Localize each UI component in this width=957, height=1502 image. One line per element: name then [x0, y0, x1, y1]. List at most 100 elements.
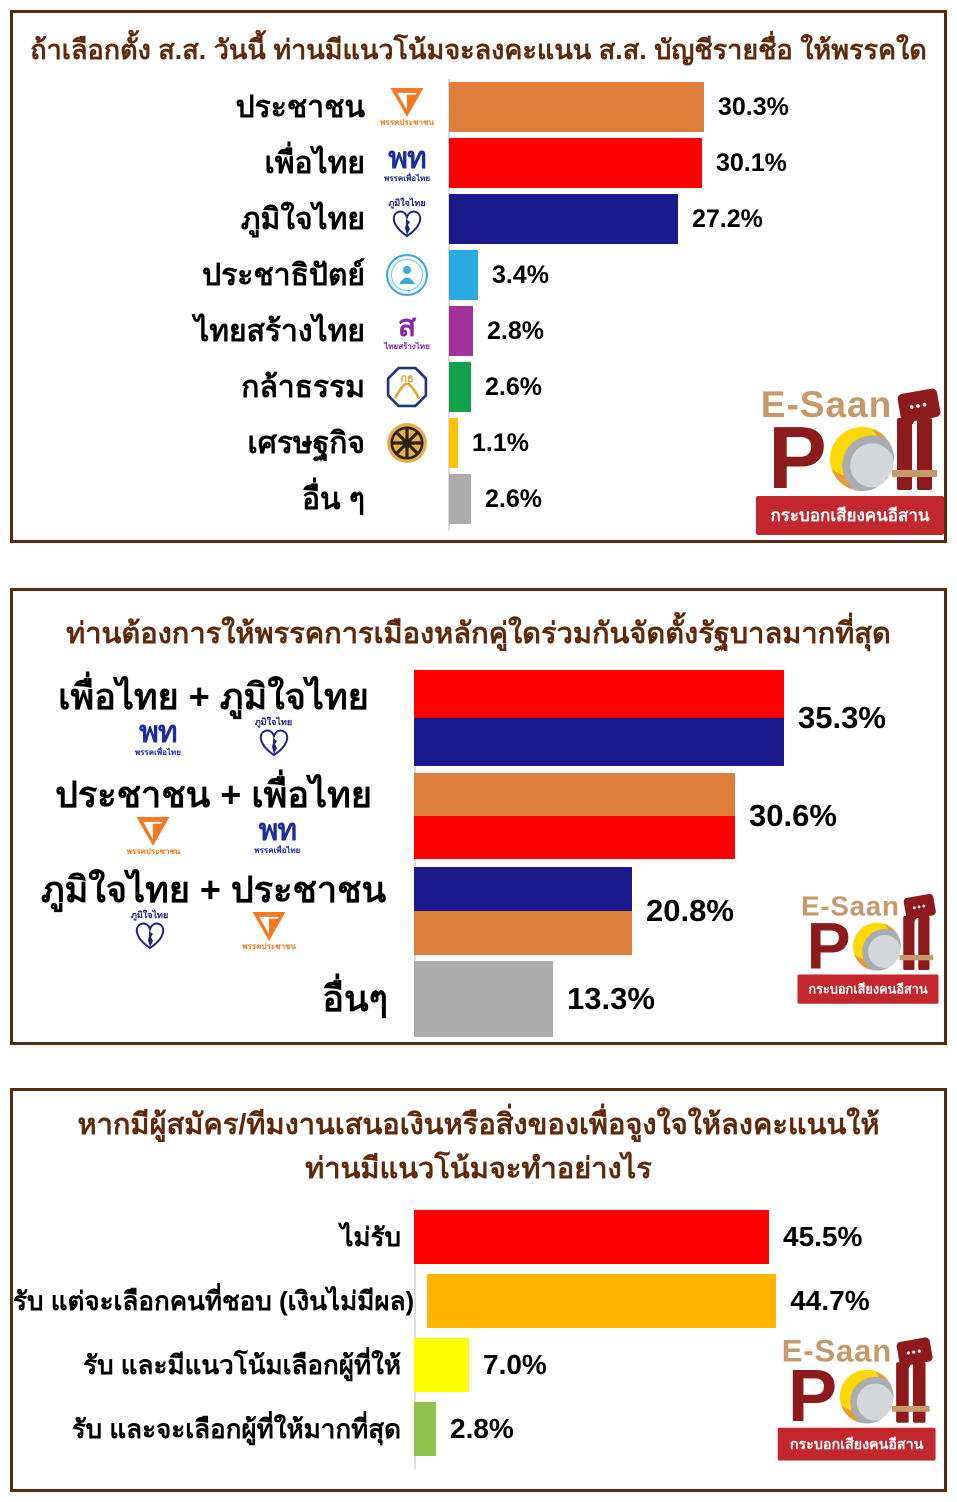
bar	[449, 82, 704, 132]
globe-icon	[829, 427, 894, 491]
value-label: 20.8%	[646, 893, 734, 928]
value-label: 44.7%	[790, 1285, 870, 1316]
bar	[414, 961, 553, 1037]
brand-letters-ll	[891, 418, 937, 490]
bhumjaithai-party-logo-icon: ภูมิใจไทย	[131, 910, 168, 951]
panel3-title-line1: หากมีผู้สมัคร/ทีมงานเสนอเงินหรือสิ่งของเ…	[77, 1109, 880, 1141]
bhumjaithai-party-logo-icon: ภูมิใจไทย	[255, 717, 292, 758]
option-label: อื่น ๆ	[302, 482, 365, 516]
brand-letters-ll	[899, 916, 934, 970]
value-label: 2.8%	[450, 1413, 514, 1444]
globe-icon	[852, 922, 901, 971]
bar-row: กล้าธรรม กธ 2.6%	[13, 359, 944, 415]
bar-row: รับ และจะเลือกผู้ที่ให้มากที่สุด 2.8%	[13, 1397, 944, 1461]
option-label: ประชาชน	[235, 90, 365, 124]
axis-baseline	[448, 79, 450, 531]
bar-row: ประชาชน พรรคประชาชน 30.3%	[13, 79, 944, 135]
bar	[427, 1274, 777, 1328]
globe-icon	[839, 1369, 894, 1424]
klatham-party-logo-icon: กธ	[386, 366, 428, 408]
option-label: ประชาธิปัตย์	[202, 258, 365, 292]
poll-panel-party-list-vote: ถ้าเลือกตั้ง ส.ส. วันนี้ ท่านมีแนวโน้มจะ…	[10, 10, 947, 543]
brand-tagline: กระบอกเสียงคนอีสาน	[777, 1427, 936, 1461]
option-label: ประชาชน + เพื่อไทย	[55, 774, 372, 816]
value-label: 35.3%	[798, 700, 886, 735]
bar-row: อื่น ๆ 2.6%	[13, 471, 944, 527]
brand-name: E-Saan	[760, 384, 893, 425]
option-label: เพื่อไทย	[264, 146, 366, 180]
setthakij-party-logo-icon	[386, 422, 428, 464]
panel1-bar-rows: ประชาชน พรรคประชาชน 30.3% เพื่อไทย พท พรรคเพื…	[13, 79, 944, 527]
pheuthai-party-logo-icon: พท พรรคเพื่อไทย	[383, 141, 430, 183]
esaan-poll-logo: E-Saan ••• P กระบอกเสียงคนอีสาน	[796, 889, 940, 1006]
value-label: 2.6%	[485, 372, 542, 401]
panel2-title: ท่านต้องการให้พรรคการเมืองหลักคู่ใดร่วมก…	[66, 618, 891, 650]
poll-panel-vote-buying: หากมีผู้สมัคร/ทีมงานเสนอเงินหรือสิ่งของเ…	[10, 1088, 947, 1492]
value-label: 30.3%	[718, 92, 789, 121]
bar-row: ภูมิใจไทย + ประชาชน ภูมิใจไทย พรรคประชาชน 2…	[13, 863, 944, 959]
esaan-poll-logo: E-Saan ••• P กระบอกเสียงคนอีสาน	[754, 382, 944, 537]
value-label: 45.5%	[783, 1221, 863, 1252]
panel3-title: หากมีผู้สมัคร/ทีมงานเสนอเงินหรือสิ่งของเ…	[13, 1104, 944, 1191]
bar-row: รับ แต่จะเลือกคนที่ชอบ (เงินไม่มีผล) 44.7…	[13, 1269, 944, 1333]
brand-letter-p: P	[787, 1353, 838, 1437]
bar	[414, 1210, 769, 1264]
bar-row: ภูมิใจไทย ภูมิใจไทย 27.2%	[13, 191, 944, 247]
option-label: รับ แต่จะเลือกคนที่ชอบ (เงินไม่มีผล)	[13, 1285, 415, 1316]
panel3-title-line2: ท่านมีแนวโน้มจะทำอย่างไร	[305, 1152, 652, 1185]
bar-row: ประชาธิปัตย์ 3.4%	[13, 247, 944, 303]
thaisangthai-party-logo-icon: สไทยสร้างไทย	[384, 309, 430, 351]
option-label: เพื่อไทย + ภูมิใจไทย	[58, 676, 369, 718]
bar	[414, 911, 632, 955]
bar	[414, 1402, 436, 1456]
bar	[414, 1338, 469, 1392]
option-label: ไม่รับ	[340, 1221, 401, 1252]
bhumjaithai-party-logo-icon: ภูมิใจไทย	[388, 199, 426, 239]
pheuthai-party-logo-icon: พท พรรคเพื่อไทย	[134, 715, 181, 757]
bar	[449, 418, 458, 468]
bar	[414, 773, 735, 816]
value-label: 2.8%	[487, 316, 544, 345]
option-label: ไทยสร้างไทย	[194, 314, 365, 348]
panel3-bar-rows: ไม่รับ 45.5% รับ แต่จะเลือกคนที่ชอบ (เงินไ…	[13, 1205, 944, 1461]
bar	[449, 306, 473, 356]
option-label: ภูมิใจไทย	[240, 202, 365, 236]
peoples-party-logo-icon: พรรคประชาชน	[127, 816, 180, 856]
panel1-title: ถ้าเลือกตั้ง ส.ส. วันนี้ ท่านมีแนวโน้มจะ…	[30, 35, 927, 65]
bar	[449, 194, 678, 244]
bar	[414, 718, 784, 766]
value-label: 30.6%	[749, 798, 837, 833]
brand-name: E-Saan	[781, 1333, 893, 1369]
brand-letters-ll	[891, 1362, 930, 1423]
bar-row: เศรษฐกิจ 1.1%	[13, 415, 944, 471]
brand-tagline: กระบอกเสียงคนอีสาน	[756, 496, 944, 535]
peoples-party-logo-icon: พรรคประชาชน	[380, 87, 434, 127]
brand-letter-p: P	[806, 908, 851, 983]
bar-row: เพื่อไทย + ภูมิใจไทย พท พรรคเพื่อไทย ภูมิใจ…	[13, 667, 944, 769]
option-label: อื่นๆ	[322, 978, 388, 1020]
bar	[414, 816, 735, 859]
value-label: 30.1%	[716, 148, 787, 177]
esaan-poll-logo: E-Saan ••• P กระบอกเสียงคนอีสาน	[776, 1332, 938, 1463]
bar-row: เพื่อไทย พท พรรคเพื่อไทย 30.1%	[13, 135, 944, 191]
brand-name: E-Saan	[801, 890, 900, 922]
value-label: 13.3%	[567, 981, 655, 1016]
bar-row: ไม่รับ 45.5%	[13, 1205, 944, 1269]
panel2-bar-rows: เพื่อไทย + ภูมิใจไทย พท พรรคเพื่อไทย ภูมิใจ…	[13, 667, 944, 1039]
bar	[449, 250, 478, 300]
option-label: เศรษฐกิจ	[247, 426, 365, 460]
brand-letter-p: P	[768, 407, 827, 507]
pheuthai-party-logo-icon: พท พรรคเพื่อไทย	[254, 813, 301, 855]
bar-row: รับ และมีแนวโน้มเลือกผู้ที่ให้ 7.0%	[13, 1333, 944, 1397]
option-label: ภูมิใจไทย + ประชาชน	[40, 869, 387, 911]
brand-tagline: กระบอกเสียงคนอีสาน	[797, 974, 939, 1004]
bar	[449, 138, 702, 188]
bar	[449, 362, 471, 412]
bar-row: ไทยสร้างไทย สไทยสร้างไทย 2.8%	[13, 303, 944, 359]
democrat-party-logo-icon	[386, 254, 428, 296]
option-label: กล้าธรรม	[241, 370, 365, 404]
option-label: รับ และจะเลือกผู้ที่ให้มากที่สุด	[71, 1413, 401, 1444]
bar	[449, 474, 471, 524]
value-label: 1.1%	[472, 428, 529, 457]
bar-row: ประชาชน + เพื่อไทย พรรคประชาชน พท พรรคเพื่อ…	[13, 769, 944, 863]
